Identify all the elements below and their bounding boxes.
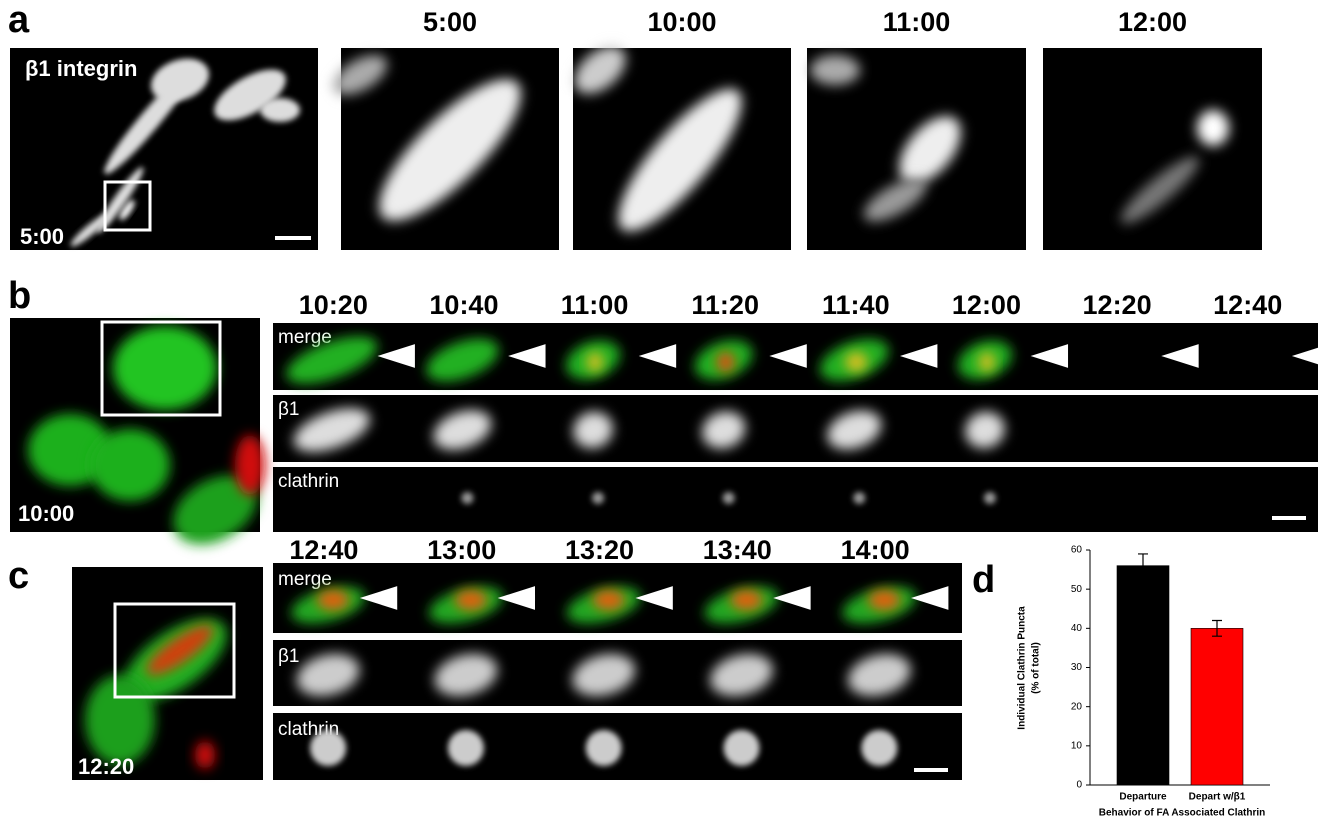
- signal-blob: [586, 730, 622, 766]
- row-label: β1: [278, 399, 300, 420]
- frame-time: 10:00: [647, 7, 716, 37]
- panel-label: b: [8, 275, 31, 317]
- signal-blob: [724, 730, 760, 766]
- signal-blob: [723, 492, 735, 504]
- signal-blob: [853, 492, 865, 504]
- signal-blob: [868, 590, 900, 610]
- frame-time: 13:00: [427, 535, 496, 565]
- time-label: 5:00: [20, 224, 64, 249]
- signal-blob: [113, 326, 217, 410]
- image-label: β1 integrin: [25, 56, 137, 81]
- y-axis-label: (% of total): [1031, 642, 1042, 694]
- signal-blob: [90, 429, 170, 501]
- figure: a β1 integrin 5:00 5:00 10:00 11:00 12:00 b 10:0…: [0, 0, 1325, 822]
- signal-blob: [593, 590, 625, 610]
- frame-time: 14:00: [841, 535, 910, 565]
- y-tick-label: 30: [1071, 662, 1083, 673]
- y-tick-label: 40: [1071, 623, 1083, 634]
- frame-time: 12:00: [1118, 7, 1187, 37]
- signal-blob: [461, 492, 473, 504]
- frame-time: 5:00: [423, 7, 477, 37]
- image-strip: [273, 395, 1318, 462]
- frame-time: 10:40: [429, 290, 498, 320]
- signal-blob: [731, 590, 763, 610]
- frame-time: 10:20: [299, 290, 368, 320]
- frame-time: 12:40: [1213, 290, 1282, 320]
- frame-time: 11:00: [883, 7, 951, 37]
- signal-blob: [587, 352, 603, 372]
- time-label: 10:00: [18, 501, 74, 526]
- y-tick-label: 10: [1071, 740, 1083, 751]
- image-panel: [1043, 48, 1262, 250]
- signal-blob: [592, 492, 604, 504]
- signal-blob: [448, 730, 484, 766]
- x-axis-label: Behavior of FA Associated Clathrin: [1099, 808, 1266, 819]
- signal-blob: [1197, 110, 1229, 146]
- panel-label: c: [8, 555, 29, 597]
- signal-blob: [861, 730, 897, 766]
- signal-blob: [85, 675, 155, 765]
- row-label: merge: [278, 569, 332, 590]
- x-tick-label: Depart w/β1: [1189, 792, 1246, 803]
- y-tick-label: 50: [1071, 584, 1083, 595]
- y-tick-label: 0: [1076, 780, 1082, 791]
- panel-label: a: [8, 0, 30, 41]
- frame-time: 12:20: [1083, 290, 1152, 320]
- row-label: clathrin: [278, 471, 339, 492]
- frame-time: 11:20: [691, 290, 759, 320]
- time-label: 12:20: [78, 754, 134, 779]
- frame-time: 13:40: [703, 535, 772, 565]
- signal-blob: [310, 730, 346, 766]
- row-label: β1: [278, 646, 300, 667]
- signal-blob: [845, 352, 867, 372]
- image-strip: [273, 467, 1318, 532]
- frame-time: 12:40: [289, 535, 358, 565]
- signal-blob: [717, 352, 735, 372]
- signal-blob: [235, 435, 265, 495]
- signal-blob: [979, 352, 995, 372]
- signal-blob: [317, 590, 349, 610]
- y-axis-label: Individual Clathrin Puncta: [1017, 606, 1028, 730]
- bar: [1191, 628, 1243, 785]
- signal-blob: [984, 492, 996, 504]
- frame-time: 12:00: [952, 290, 1021, 320]
- y-tick-label: 20: [1071, 701, 1083, 712]
- signal-blob: [455, 590, 487, 610]
- bar: [1117, 566, 1169, 785]
- frame-time: 11:40: [822, 290, 890, 320]
- frame-time: 13:20: [565, 535, 634, 565]
- frame-time: 11:00: [561, 290, 629, 320]
- signal-blob: [260, 98, 300, 122]
- signal-blob: [810, 55, 860, 85]
- panel-label: d: [972, 559, 995, 601]
- signal-blob: [195, 741, 215, 769]
- x-tick-label: Departure: [1119, 792, 1167, 803]
- y-tick-label: 60: [1071, 545, 1083, 556]
